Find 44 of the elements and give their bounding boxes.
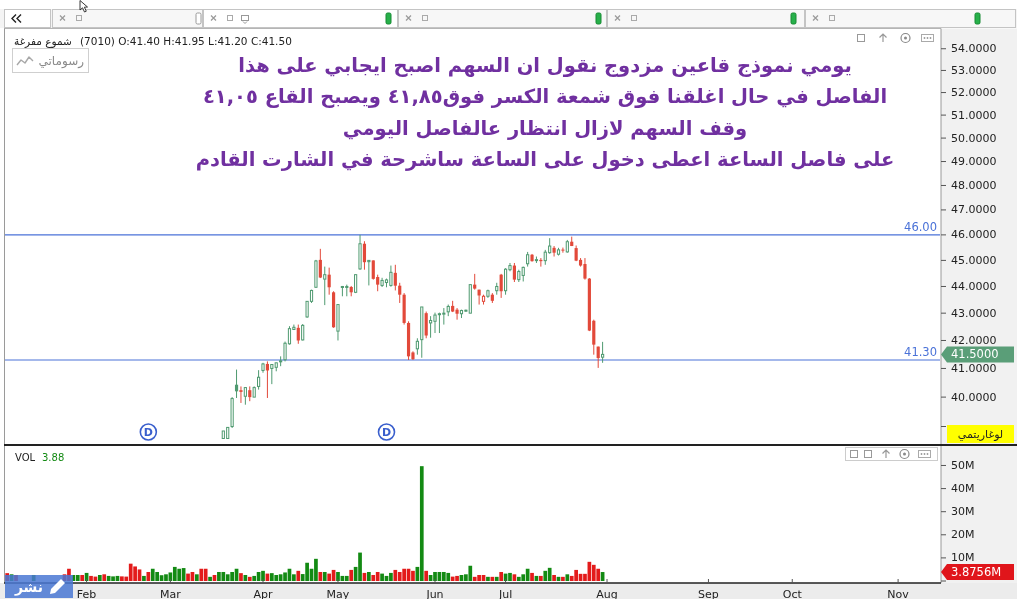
y-tick-label: 20M bbox=[951, 528, 975, 542]
y-tick-label: 47.0000 bbox=[951, 203, 997, 217]
y-tick-label: 40M bbox=[951, 482, 975, 496]
x-tick-label: Jun bbox=[425, 587, 444, 599]
text: 41.5000 bbox=[951, 347, 999, 362]
x-tick-label: May bbox=[326, 587, 350, 599]
y-tick-label: 10M bbox=[951, 551, 975, 565]
y-tick-label: 45.0000 bbox=[951, 253, 997, 267]
x-tick-label: Apr bbox=[253, 587, 273, 599]
annotation: D bbox=[381, 426, 392, 439]
x-tick-label: Oct bbox=[782, 587, 803, 599]
text: لوغاريتمي bbox=[957, 427, 1004, 441]
y-tick-label: 50.0000 bbox=[951, 131, 997, 145]
annotation: (7010) O:41.40 H:41.95 L:41.20 C:41.50 bbox=[80, 35, 292, 47]
y-tick-label: 53.0000 bbox=[951, 63, 997, 77]
y-tick-label: 51.0000 bbox=[951, 108, 997, 122]
annotation: نشر bbox=[13, 579, 44, 596]
y-tick-label: 41.0000 bbox=[951, 361, 997, 375]
text: يومي نموذج قاعين مزدوج نقول ان السهم اصبح ايجابي على هذا الفاصل في حال اغلقنا فوق شمعة الكسر فوق٤١,٨٥ ويصبح القاع ٤١,٠٥ وقف السهم لازال انتظار عالفاصل اليومي على فاصل الساعة اعطى دخول على الساعة ساشرحة في الشارت القادم bbox=[195, 54, 895, 171]
x-tick-label: Jul bbox=[497, 587, 513, 599]
ref-line-label: 46.00 bbox=[904, 219, 937, 234]
annotation: رسوماتي bbox=[38, 54, 85, 69]
y-tick-label: 54.0000 bbox=[951, 42, 997, 56]
y-tick-label: 49.0000 bbox=[951, 155, 997, 169]
y-tick-label: 43.0000 bbox=[951, 306, 997, 320]
y-tick-label: 50M bbox=[951, 458, 975, 472]
y-tick-label: 46.0000 bbox=[951, 228, 997, 242]
ref-line-label: 41.30 bbox=[904, 344, 937, 359]
annotation: شموع مفرغة bbox=[14, 35, 72, 48]
x-tick-label: Mar bbox=[160, 587, 182, 599]
x-tick-label: Feb bbox=[76, 587, 97, 599]
x-tick-label: Aug bbox=[596, 587, 618, 599]
x-tick-label: Nov bbox=[887, 587, 910, 599]
x-tick-label: Sep bbox=[698, 587, 719, 599]
annotation: D bbox=[143, 426, 153, 439]
y-tick-label: 48.0000 bbox=[951, 178, 997, 192]
y-tick-label: 44.0000 bbox=[951, 279, 997, 293]
text: 3.8756M bbox=[951, 565, 1002, 580]
y-tick-label: 42.0000 bbox=[951, 333, 997, 347]
y-tick-label: 30M bbox=[951, 505, 975, 519]
annotation: 3.88 bbox=[42, 451, 65, 463]
y-tick-label: 52.0000 bbox=[951, 86, 997, 100]
annotation: VOL bbox=[15, 451, 36, 463]
y-tick-label: 40.0000 bbox=[951, 390, 997, 404]
